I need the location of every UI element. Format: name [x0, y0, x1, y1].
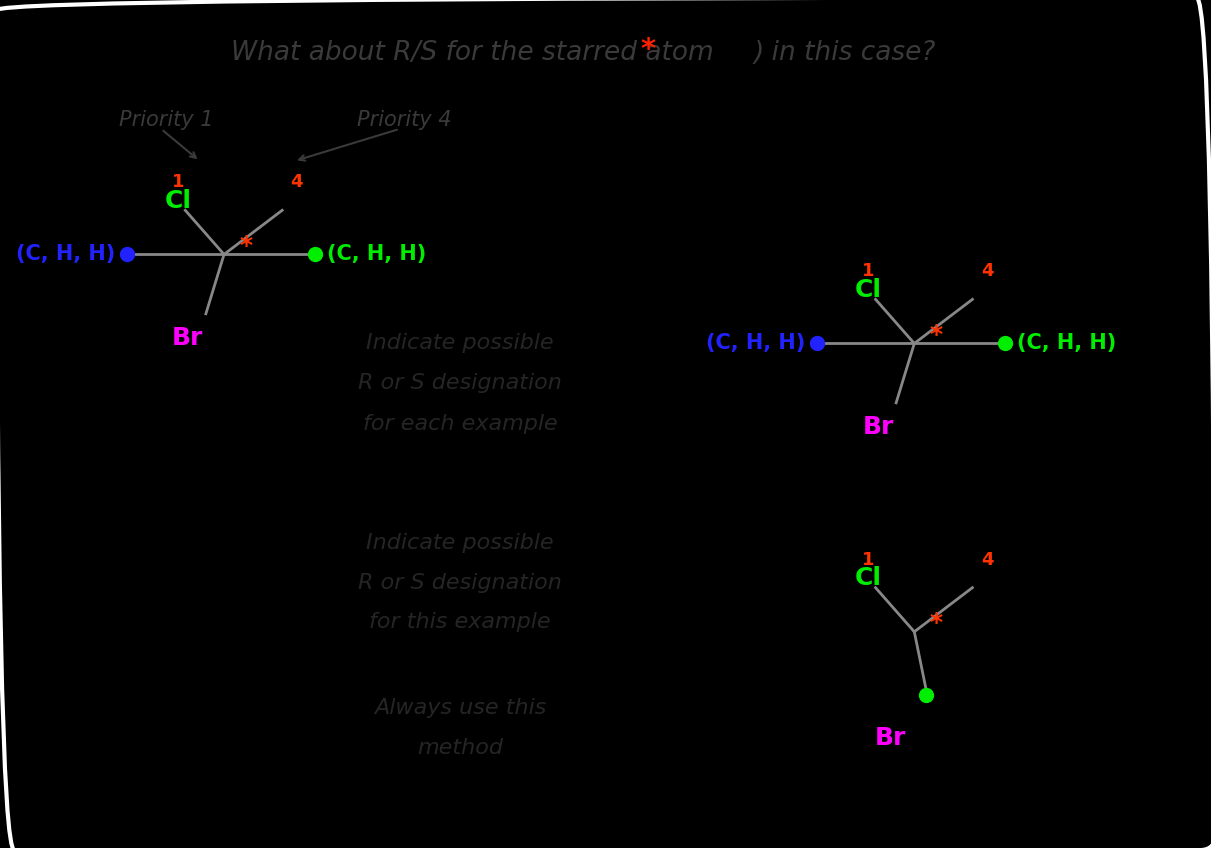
Text: R or S designation: R or S designation — [358, 373, 562, 393]
Text: Priority 4: Priority 4 — [357, 110, 452, 131]
Text: *: * — [930, 323, 942, 347]
Text: 4: 4 — [981, 262, 993, 281]
Text: *: * — [930, 611, 942, 635]
Text: for this example: for this example — [369, 612, 551, 633]
Text: Indicate possible: Indicate possible — [367, 333, 553, 354]
Text: What about R/S for the starred atom: What about R/S for the starred atom — [231, 40, 713, 65]
Text: method: method — [417, 738, 504, 758]
Text: 1: 1 — [862, 262, 874, 281]
Text: 1: 1 — [172, 173, 184, 192]
Text: ) in this case?: ) in this case? — [753, 40, 936, 65]
Text: Indicate possible: Indicate possible — [367, 533, 553, 553]
Text: *: * — [641, 36, 655, 64]
Text: Br: Br — [172, 326, 203, 349]
Text: Cl: Cl — [855, 278, 882, 302]
Text: Br: Br — [862, 415, 894, 438]
Text: 4: 4 — [981, 550, 993, 569]
Text: for each example: for each example — [363, 414, 557, 434]
Text: (C, H, H): (C, H, H) — [327, 244, 426, 265]
Text: *: * — [240, 234, 252, 258]
Text: Always use this: Always use this — [374, 698, 546, 718]
Text: (C, H, H): (C, H, H) — [706, 333, 805, 354]
Text: 1: 1 — [862, 550, 874, 569]
Text: Priority 1: Priority 1 — [119, 110, 213, 131]
Text: R or S designation: R or S designation — [358, 572, 562, 593]
Text: 4: 4 — [291, 173, 303, 192]
Text: Cl: Cl — [855, 566, 882, 590]
Text: (C, H, H): (C, H, H) — [1017, 333, 1117, 354]
Text: Br: Br — [874, 726, 906, 750]
Text: (C, H, H): (C, H, H) — [16, 244, 115, 265]
Text: Cl: Cl — [165, 189, 191, 213]
